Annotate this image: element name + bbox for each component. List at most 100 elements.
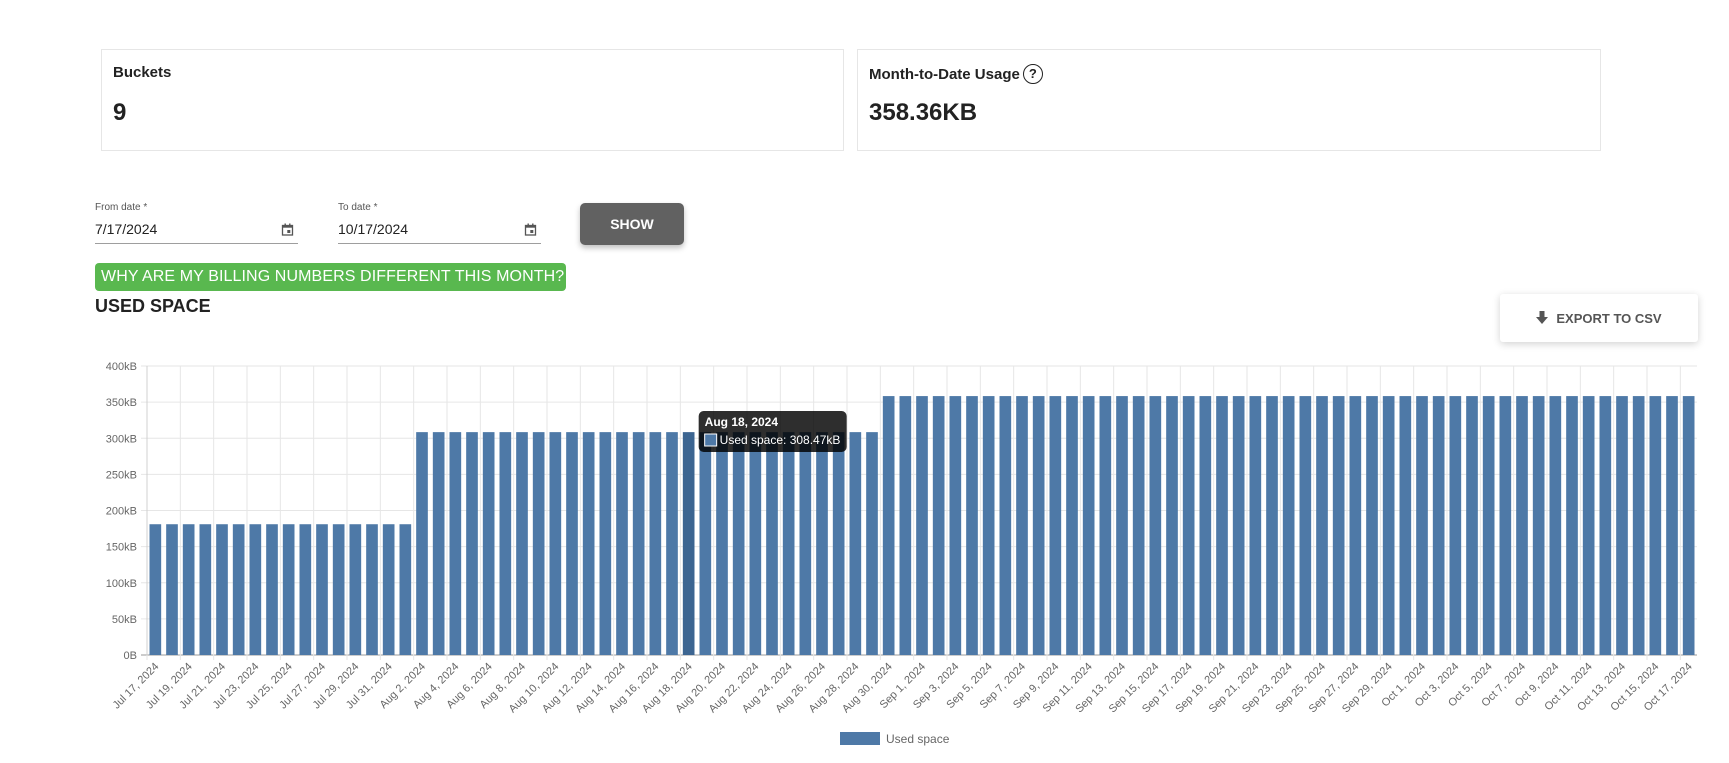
chart-bar[interactable] (1299, 396, 1312, 655)
chart-bar[interactable] (282, 524, 295, 655)
calendar-icon[interactable] (524, 223, 537, 236)
export-csv-button[interactable]: EXPORT TO CSV (1500, 294, 1698, 342)
chart-bar[interactable] (832, 432, 845, 655)
chart-bar[interactable] (1099, 396, 1112, 655)
chart-bar[interactable] (566, 432, 578, 655)
chart-bar[interactable] (699, 432, 712, 655)
chart-bar[interactable] (1216, 396, 1228, 655)
chart-bar[interactable] (366, 524, 378, 655)
chart-bar[interactable] (616, 432, 628, 655)
chart-bar[interactable] (1599, 396, 1612, 655)
chart-bar[interactable] (1449, 396, 1462, 655)
chart-bar[interactable] (266, 524, 278, 655)
chart-bar[interactable] (882, 396, 895, 655)
chart-bar[interactable] (449, 432, 462, 655)
chart-bar[interactable] (299, 524, 312, 655)
chart-bar[interactable] (1566, 396, 1578, 655)
chart-bar[interactable] (899, 396, 912, 655)
chart-bar[interactable] (1332, 396, 1345, 655)
chart-bar[interactable] (666, 432, 678, 655)
chart-bar[interactable] (866, 432, 878, 655)
chart-bar[interactable] (316, 524, 328, 655)
show-button[interactable]: SHOW (580, 203, 684, 245)
chart-bar[interactable] (932, 396, 945, 655)
chart-bar[interactable] (849, 432, 862, 655)
chart-bar[interactable] (416, 432, 428, 655)
chart-bar[interactable] (732, 432, 745, 655)
chart-bar[interactable] (1632, 396, 1645, 655)
chart-bar[interactable] (1399, 396, 1412, 655)
chart-bar[interactable] (1432, 396, 1445, 655)
chart-bar[interactable] (782, 432, 795, 655)
chart-bar[interactable] (1049, 396, 1062, 655)
chart-bar[interactable] (1349, 396, 1362, 655)
chart-bar[interactable] (382, 524, 395, 655)
chart-bar[interactable] (1249, 396, 1262, 655)
chart-bar[interactable] (1416, 396, 1428, 655)
billing-info-link[interactable]: WHY ARE MY BILLING NUMBERS DIFFERENT THI… (95, 263, 566, 291)
chart-bar[interactable] (332, 524, 345, 655)
chart-bar[interactable] (482, 432, 495, 655)
chart-bar[interactable] (1382, 396, 1395, 655)
chart-bar[interactable] (1316, 396, 1328, 655)
chart-bar[interactable] (1649, 396, 1662, 655)
chart-bar[interactable] (1282, 396, 1295, 655)
chart-bar[interactable] (982, 396, 995, 655)
chart-bar[interactable] (916, 396, 928, 655)
chart-bar[interactable] (182, 524, 195, 655)
chart-bar[interactable] (1616, 396, 1628, 655)
chart-bar[interactable] (1032, 396, 1045, 655)
chart-bar[interactable] (199, 524, 212, 655)
chart-bar[interactable] (232, 524, 245, 655)
chart-bar[interactable] (999, 396, 1012, 655)
chart-bar[interactable] (1066, 396, 1078, 655)
to-date-value[interactable]: 10/17/2024 (338, 221, 409, 237)
from-date-field[interactable]: From date * 7/17/2024 (95, 201, 298, 244)
chart-bar[interactable] (1499, 396, 1512, 655)
from-date-value[interactable]: 7/17/2024 (95, 221, 158, 237)
help-circle-icon[interactable]: ? (1022, 64, 1043, 84)
chart-bar[interactable] (499, 432, 512, 655)
chart-bar[interactable] (599, 432, 612, 655)
chart-bar[interactable] (249, 524, 262, 655)
chart-bar[interactable] (432, 432, 445, 655)
chart-bar[interactable] (799, 432, 812, 655)
chart-bar[interactable] (749, 432, 762, 655)
chart-bar[interactable] (632, 432, 645, 655)
chart-bar[interactable] (1166, 396, 1178, 655)
chart-bar[interactable] (349, 524, 362, 655)
chart-bar[interactable] (1682, 396, 1695, 655)
chart-bar[interactable] (1182, 396, 1195, 655)
chart-bar[interactable] (1582, 396, 1595, 655)
chart-bar[interactable] (399, 524, 412, 655)
chart-bar[interactable] (1016, 396, 1028, 655)
chart-bar[interactable] (682, 432, 695, 655)
chart-bar[interactable] (149, 524, 162, 655)
chart-bar[interactable] (1266, 396, 1278, 655)
chart-bar[interactable] (766, 432, 778, 655)
chart-bar[interactable] (1666, 396, 1678, 655)
chart-bar[interactable] (966, 396, 978, 655)
chart-bar[interactable] (816, 432, 828, 655)
chart-bar[interactable] (1516, 396, 1528, 655)
chart-bar[interactable] (466, 432, 478, 655)
chart-bar[interactable] (1232, 396, 1245, 655)
chart-bar[interactable] (1549, 396, 1562, 655)
chart-bar[interactable] (1532, 396, 1545, 655)
chart-bar[interactable] (582, 432, 595, 655)
chart-bar[interactable] (1082, 396, 1095, 655)
chart-bar[interactable] (216, 524, 228, 655)
chart-bar[interactable] (1132, 396, 1145, 655)
chart-bar[interactable] (716, 432, 728, 655)
chart-bar[interactable] (1116, 396, 1128, 655)
chart-bar[interactable] (549, 432, 562, 655)
chart-bar[interactable] (516, 432, 528, 655)
chart-bar[interactable] (166, 524, 178, 655)
chart-bar[interactable] (1149, 396, 1162, 655)
to-date-field[interactable]: To date * 10/17/2024 (338, 201, 541, 244)
chart-bar[interactable] (1482, 396, 1495, 655)
chart-bar[interactable] (1199, 396, 1212, 655)
chart-bar[interactable] (532, 432, 545, 655)
calendar-icon[interactable] (281, 223, 294, 236)
chart-bar[interactable] (1366, 396, 1378, 655)
